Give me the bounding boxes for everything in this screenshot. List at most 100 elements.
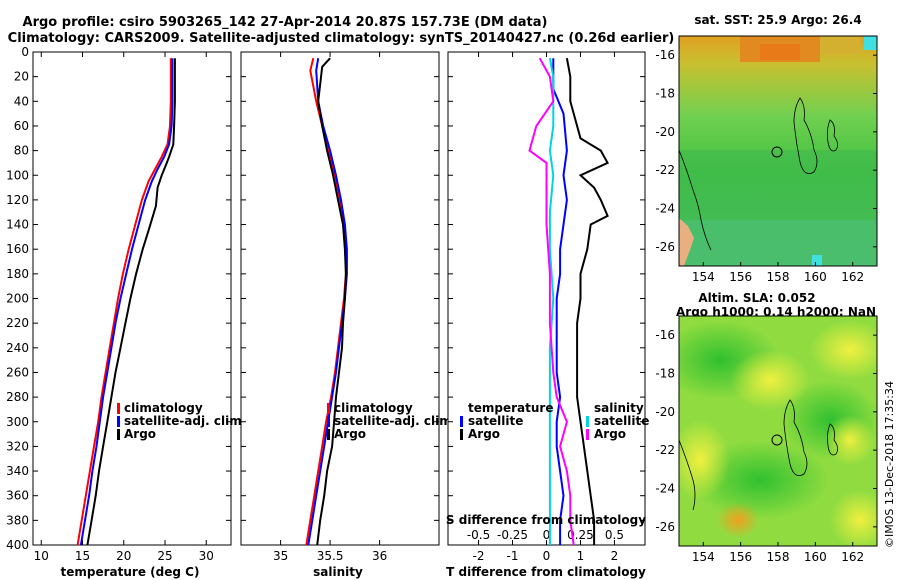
diff-legend-s-sat-label: satellite [594,414,649,428]
sst-map-panel: sat. SST: 25.9 Argo: 26.4 154 156 158 160 16… [655,13,878,284]
map-lon-tick-label: 162 [841,550,864,564]
temperature-legend: climatology satellite-adj. clim. Argo [117,401,246,441]
land-mass [679,218,694,266]
depth-tick-label: 100 [6,168,29,182]
s-difference-tick-label: -0.25 [497,528,528,542]
map-lon-tick-label: 156 [729,550,752,564]
sla-map-title-line1: Altim. SLA: 0.052 [698,291,815,305]
x-tick-label: 2 [611,549,619,563]
reef-outline [793,97,818,175]
s-difference-xlabel: S difference from climatology [446,513,646,527]
map-lat-tick-label: -20 [655,405,675,419]
depth-tick-label: 80 [14,144,29,158]
diff-legend-swatch-s-argo [586,429,589,440]
x-tick-label: -2 [473,549,485,563]
depth-tick-label: 160 [6,242,29,256]
depth-tick-label: 60 [14,119,29,133]
series-line-satellite-adj-clim- [79,58,174,546]
x-tick-label: 35 [273,549,288,563]
argo-position-marker [771,434,783,446]
legend-sat-label: satellite-adj. clim. [124,414,246,428]
argo-position-marker [771,146,783,158]
map-lon-tick-label: 160 [804,270,827,284]
x-tick-label: 20 [116,549,131,563]
salinity-axis-ticks: 35 35.5 36 [273,52,387,563]
sla-map-ticks: 154 156 158 160 162 -16 -18 -20 -22 -24 -26 [655,328,877,564]
depth-tick-label: 340 [6,464,29,478]
salinity-xlabel: salinity [313,565,363,579]
sal-legend-swatch-clim [327,403,330,414]
coast-outline [679,149,712,251]
map-lat-tick-label: -20 [655,125,675,139]
map-lon-tick-label: 158 [767,550,790,564]
x-tick-label: 15 [75,549,90,563]
depth-tick-label: 0 [21,45,29,59]
x-tick-label: -1 [507,549,519,563]
depth-axis-ticks: 0 20 40 60 80 100 120 140 160 180 200 220 240 260 280 3… [6,45,231,552]
map-lat-tick-label: -22 [655,443,675,457]
map-lat-tick-label: -16 [655,48,675,62]
series-line-climatology [76,58,172,546]
s-difference-tick-label: 0.5 [605,528,624,542]
legend-swatch-clim [117,403,120,414]
figure-title-line2: Climatology: CARS2009. Satellite-adjuste… [8,31,675,46]
map-lat-tick-label: -26 [655,240,675,254]
temperature-panel: 0 20 40 60 80 100 120 140 160 180 200 220 240 260 280 3… [6,45,246,579]
sal-legend-argo-label: Argo [334,427,366,441]
sal-legend-swatch-argo [327,429,330,440]
temperature-plot-frame [32,51,232,546]
x-tick-label: 0 [543,549,551,563]
depth-tick-label: 400 [6,538,29,552]
map-lat-tick-label: -24 [655,482,675,496]
reef-outline [826,119,838,152]
x-tick-label: 36 [372,549,387,563]
map-lat-tick-label: -22 [655,163,675,177]
sla-map-image [679,316,877,546]
t-difference-axis-ticks: -2 -1 0 1 2 [473,52,619,563]
imos-timestamp: ©IMOS 13-Dec-2018 17:35:34 [883,381,896,548]
diff-legend-temperature-title: temperature [468,401,553,415]
map-lat-tick-label: -18 [655,87,675,101]
depth-tick-label: 260 [6,365,29,379]
difference-legend: temperature satellite Argo salinity sate… [460,401,649,441]
coast-outline [679,439,696,511]
salinity-depth-ticks [241,51,439,546]
depth-tick-label: 320 [6,439,29,453]
reef-outline [783,399,808,477]
series-line-temperature-satellite [552,58,568,545]
reef-outline [826,423,838,456]
map-lon-tick-label: 156 [729,270,752,284]
diff-legend-swatch-s-sat [586,416,589,427]
s-difference-tick-label: 0 [543,528,551,542]
depth-tick-label: 20 [14,70,29,84]
map-lon-tick-label: 154 [692,270,715,284]
diff-legend-t-argo-label: Argo [468,427,500,441]
map-lat-tick-label: -16 [655,328,675,342]
x-tick-label: 1 [577,549,585,563]
depth-tick-label: 360 [6,489,29,503]
sal-legend-sat-label: satellite-adj. clim. [334,414,456,428]
depth-tick-label: 40 [14,94,29,108]
diff-legend-salinity-title: salinity [594,401,644,415]
depth-tick-label: 240 [6,341,29,355]
depth-tick-label: 120 [6,193,29,207]
map-lon-tick-label: 154 [692,550,715,564]
temperature-profile-lines [76,58,176,546]
s-difference-tick-label: -0.5 [467,528,490,542]
difference-panel: -2 -1 0 1 2 -0.5 -0.25 0 0.25 0.5 T difference f… [446,51,649,579]
diff-legend-swatch-t-sat [460,416,463,427]
difference-depth-ticks [448,51,645,546]
depth-tick-label: 380 [6,513,29,527]
depth-tick-label: 220 [6,316,29,330]
map-lon-tick-label: 158 [767,270,790,284]
difference-plot-frame [447,51,646,546]
salinity-plot-frame [240,51,440,546]
map-lon-tick-label: 160 [804,550,827,564]
depth-tick-label: 280 [6,390,29,404]
series-line-argo [86,58,176,546]
t-difference-xlabel: T difference from climatology [446,565,646,579]
legend-swatch-sat [117,416,120,427]
figure-title-line1: Argo profile: csiro 5903265_142 27-Apr-2… [23,15,548,30]
map-lon-tick-label: 162 [841,270,864,284]
depth-tick-label: 180 [6,267,29,281]
